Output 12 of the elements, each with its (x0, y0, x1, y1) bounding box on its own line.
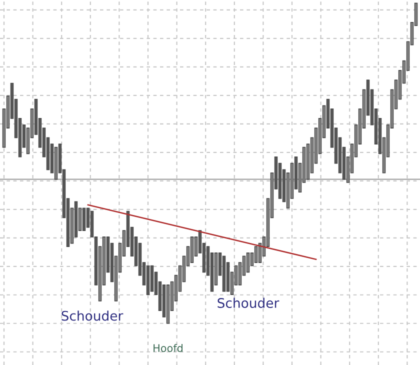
candlestick (222, 256, 226, 292)
candlestick (254, 246, 258, 263)
annotation: Schouder (62, 310, 124, 321)
text: Hoofd (154, 344, 182, 352)
candlestick (150, 265, 154, 292)
candlestick (166, 284, 170, 324)
candlestick (146, 265, 150, 295)
candlestick (54, 146, 58, 180)
candlestick (82, 208, 86, 231)
annotation: Schouder (218, 298, 280, 308)
candlestick (246, 252, 250, 273)
candlestick (190, 236, 194, 263)
